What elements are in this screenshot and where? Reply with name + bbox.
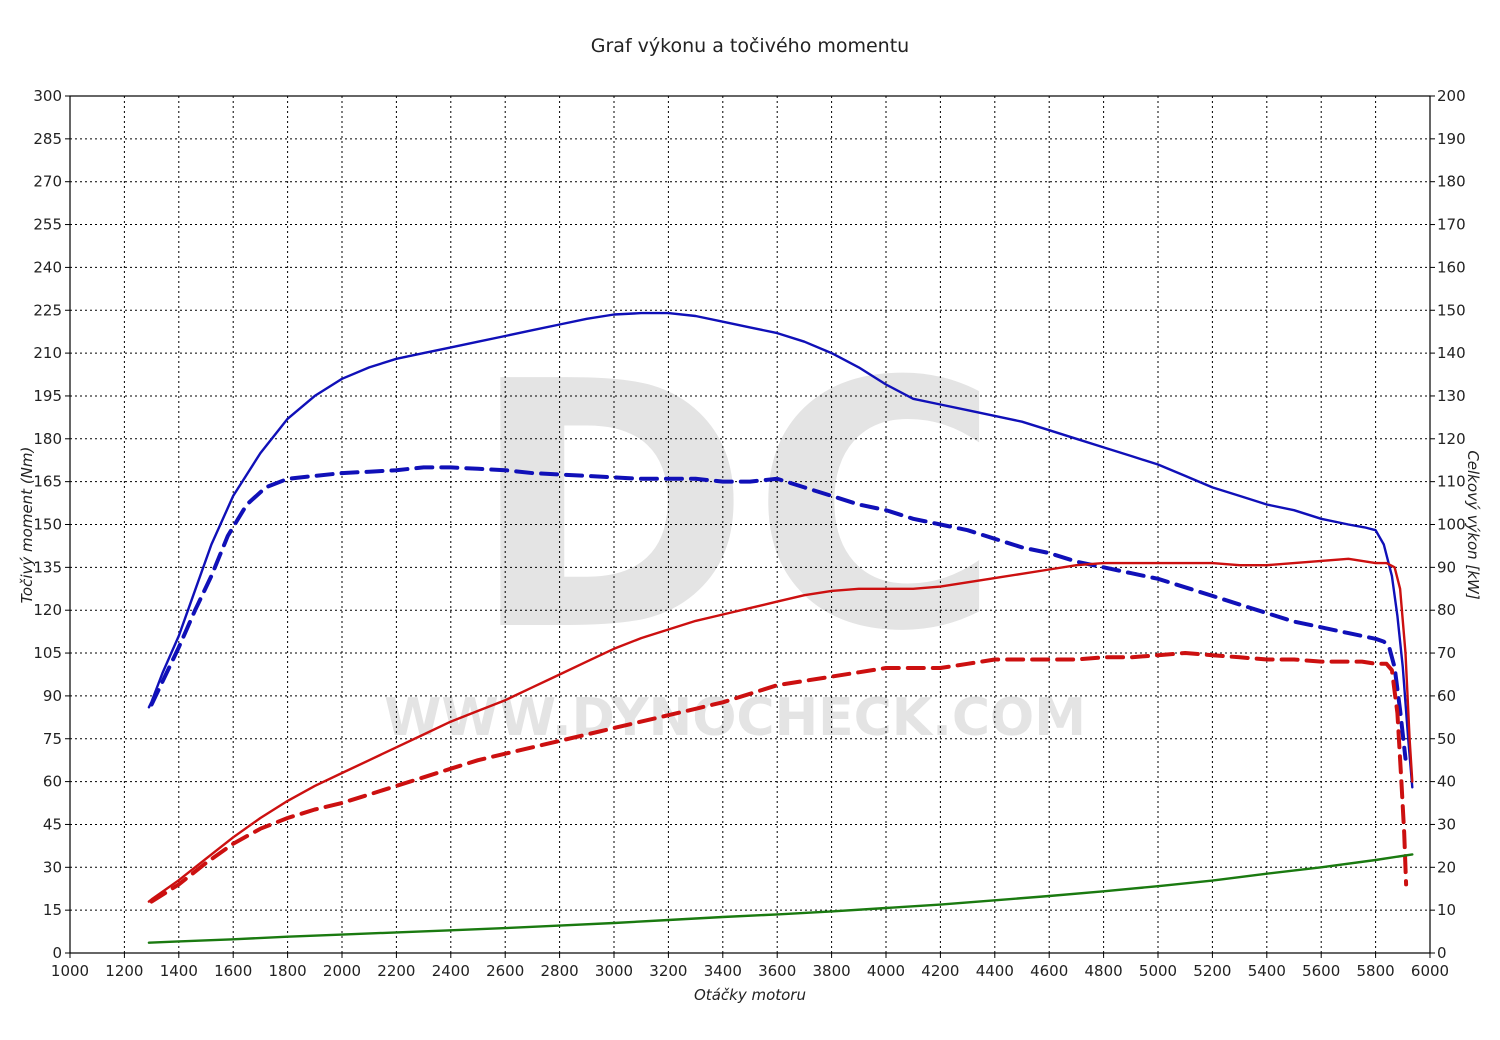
- y-right-tick-label: 110: [1437, 473, 1466, 491]
- y-right-tick-label: 200: [1437, 87, 1466, 105]
- x-tick-label: 4600: [1030, 962, 1068, 980]
- plot-frame: [69, 95, 1431, 954]
- x-tick-label: 2400: [432, 962, 470, 980]
- y-axis-right-label: Celkový výkon [kW]: [1464, 450, 1482, 600]
- x-tick-label: 3000: [595, 962, 633, 980]
- y-left-tick-label: 0: [52, 944, 62, 962]
- x-tick-label: 2000: [323, 962, 361, 980]
- watermark-logo: DC: [469, 310, 1001, 706]
- x-tick-label: 6000: [1411, 962, 1449, 980]
- loss-series-solid-line: [147, 853, 1414, 944]
- y-left-tick-label: 135: [33, 558, 62, 576]
- watermark: DC WWW.DYNOCHECK.COM: [384, 310, 1086, 748]
- y-right-tick-label: 30: [1437, 815, 1456, 833]
- axes: 1000 1200 1400 1600 1800 2000 2200 2400 2600 2800…: [33, 87, 1465, 980]
- y-left-tick-label: 150: [33, 516, 62, 534]
- x-tick-label: 1600: [214, 962, 252, 980]
- y-right-tick-label: 190: [1437, 130, 1466, 148]
- y-right-tick-label: 160: [1437, 258, 1466, 276]
- x-tick-label: 5400: [1248, 962, 1286, 980]
- y-left-tick-label: 225: [33, 301, 62, 319]
- power-series-dashed-line: [149, 651, 1409, 904]
- y-left-tick-label: 60: [43, 773, 62, 791]
- x-tick-label: 2200: [377, 962, 415, 980]
- x-tick-label: 4800: [1085, 962, 1123, 980]
- x-tick-label: 3400: [704, 962, 742, 980]
- y-right-tick-label: 120: [1437, 430, 1466, 448]
- x-tick-label: 4400: [976, 962, 1014, 980]
- y-right-tick-label: 130: [1437, 387, 1466, 405]
- grid: [70, 96, 1430, 953]
- y-left-tick-label: 270: [33, 173, 62, 191]
- y-right-tick-label: 10: [1437, 901, 1456, 919]
- x-tick-label: 2600: [486, 962, 524, 980]
- y-right-tick-label: 0: [1437, 944, 1447, 962]
- x-tick-label: 1400: [160, 962, 198, 980]
- y-right-tick-label: 40: [1437, 773, 1456, 791]
- y-right-tick-label: 90: [1437, 558, 1456, 576]
- x-tick-label: 1200: [105, 962, 143, 980]
- x-tick-label: 4000: [867, 962, 905, 980]
- x-tick-label: 1000: [51, 962, 89, 980]
- y-left-tick-label: 120: [33, 601, 62, 619]
- y-right-tick-label: 80: [1437, 601, 1456, 619]
- y-right-tick-label: 170: [1437, 216, 1466, 234]
- x-tick-label: 3800: [813, 962, 851, 980]
- x-tick-label: 3200: [649, 962, 687, 980]
- x-tick-label: 5800: [1357, 962, 1395, 980]
- y-left-tick-label: 240: [33, 258, 62, 276]
- y-right-tick-label: 150: [1437, 301, 1466, 319]
- y-left-tick-label: 180: [33, 430, 62, 448]
- chart-title: Graf výkonu a točivého momentu: [591, 35, 909, 57]
- y-left-tick-label: 30: [43, 858, 62, 876]
- y-left-tick-label: 75: [43, 730, 62, 748]
- x-tick-label: 4200: [921, 962, 959, 980]
- y-left-tick-label: 90: [43, 687, 62, 705]
- y-left-tick-label: 165: [33, 473, 62, 491]
- y-left-tick-label: 285: [33, 130, 62, 148]
- y-left-tick-label: 45: [43, 815, 62, 833]
- x-tick-label: 5600: [1302, 962, 1340, 980]
- y-left-tick-label: 15: [43, 901, 62, 919]
- x-tick-label: 5000: [1139, 962, 1177, 980]
- torque-series-dashed-line: [149, 465, 1408, 761]
- y-left-tick-label: 105: [33, 644, 62, 662]
- x-tick-label: 2800: [541, 962, 579, 980]
- y-right-tick-label: 140: [1437, 344, 1466, 362]
- y-right-tick-label: 180: [1437, 173, 1466, 191]
- y-right-tick-label: 50: [1437, 730, 1456, 748]
- y-left-tick-label: 210: [33, 344, 62, 362]
- y-left-tick-label: 195: [33, 387, 62, 405]
- x-tick-label: 3600: [758, 962, 796, 980]
- x-tick-label: 1800: [269, 962, 307, 980]
- torque-series-solid-line: [147, 311, 1414, 789]
- y-left-tick-label: 255: [33, 216, 62, 234]
- y-right-tick-label: 70: [1437, 644, 1456, 662]
- x-tick-label: 5200: [1193, 962, 1231, 980]
- series-group: [147, 311, 1414, 944]
- y-left-tick-label: 300: [33, 87, 62, 105]
- y-right-tick-label: 100: [1437, 516, 1466, 534]
- y-right-tick-label: 60: [1437, 687, 1456, 705]
- y-right-tick-label: 20: [1437, 858, 1456, 876]
- power-series-solid-line: [147, 557, 1414, 903]
- y-axis-left-label: Točivý moment (Nm): [18, 447, 36, 604]
- x-axis-label: Otáčky motoru: [694, 986, 806, 1004]
